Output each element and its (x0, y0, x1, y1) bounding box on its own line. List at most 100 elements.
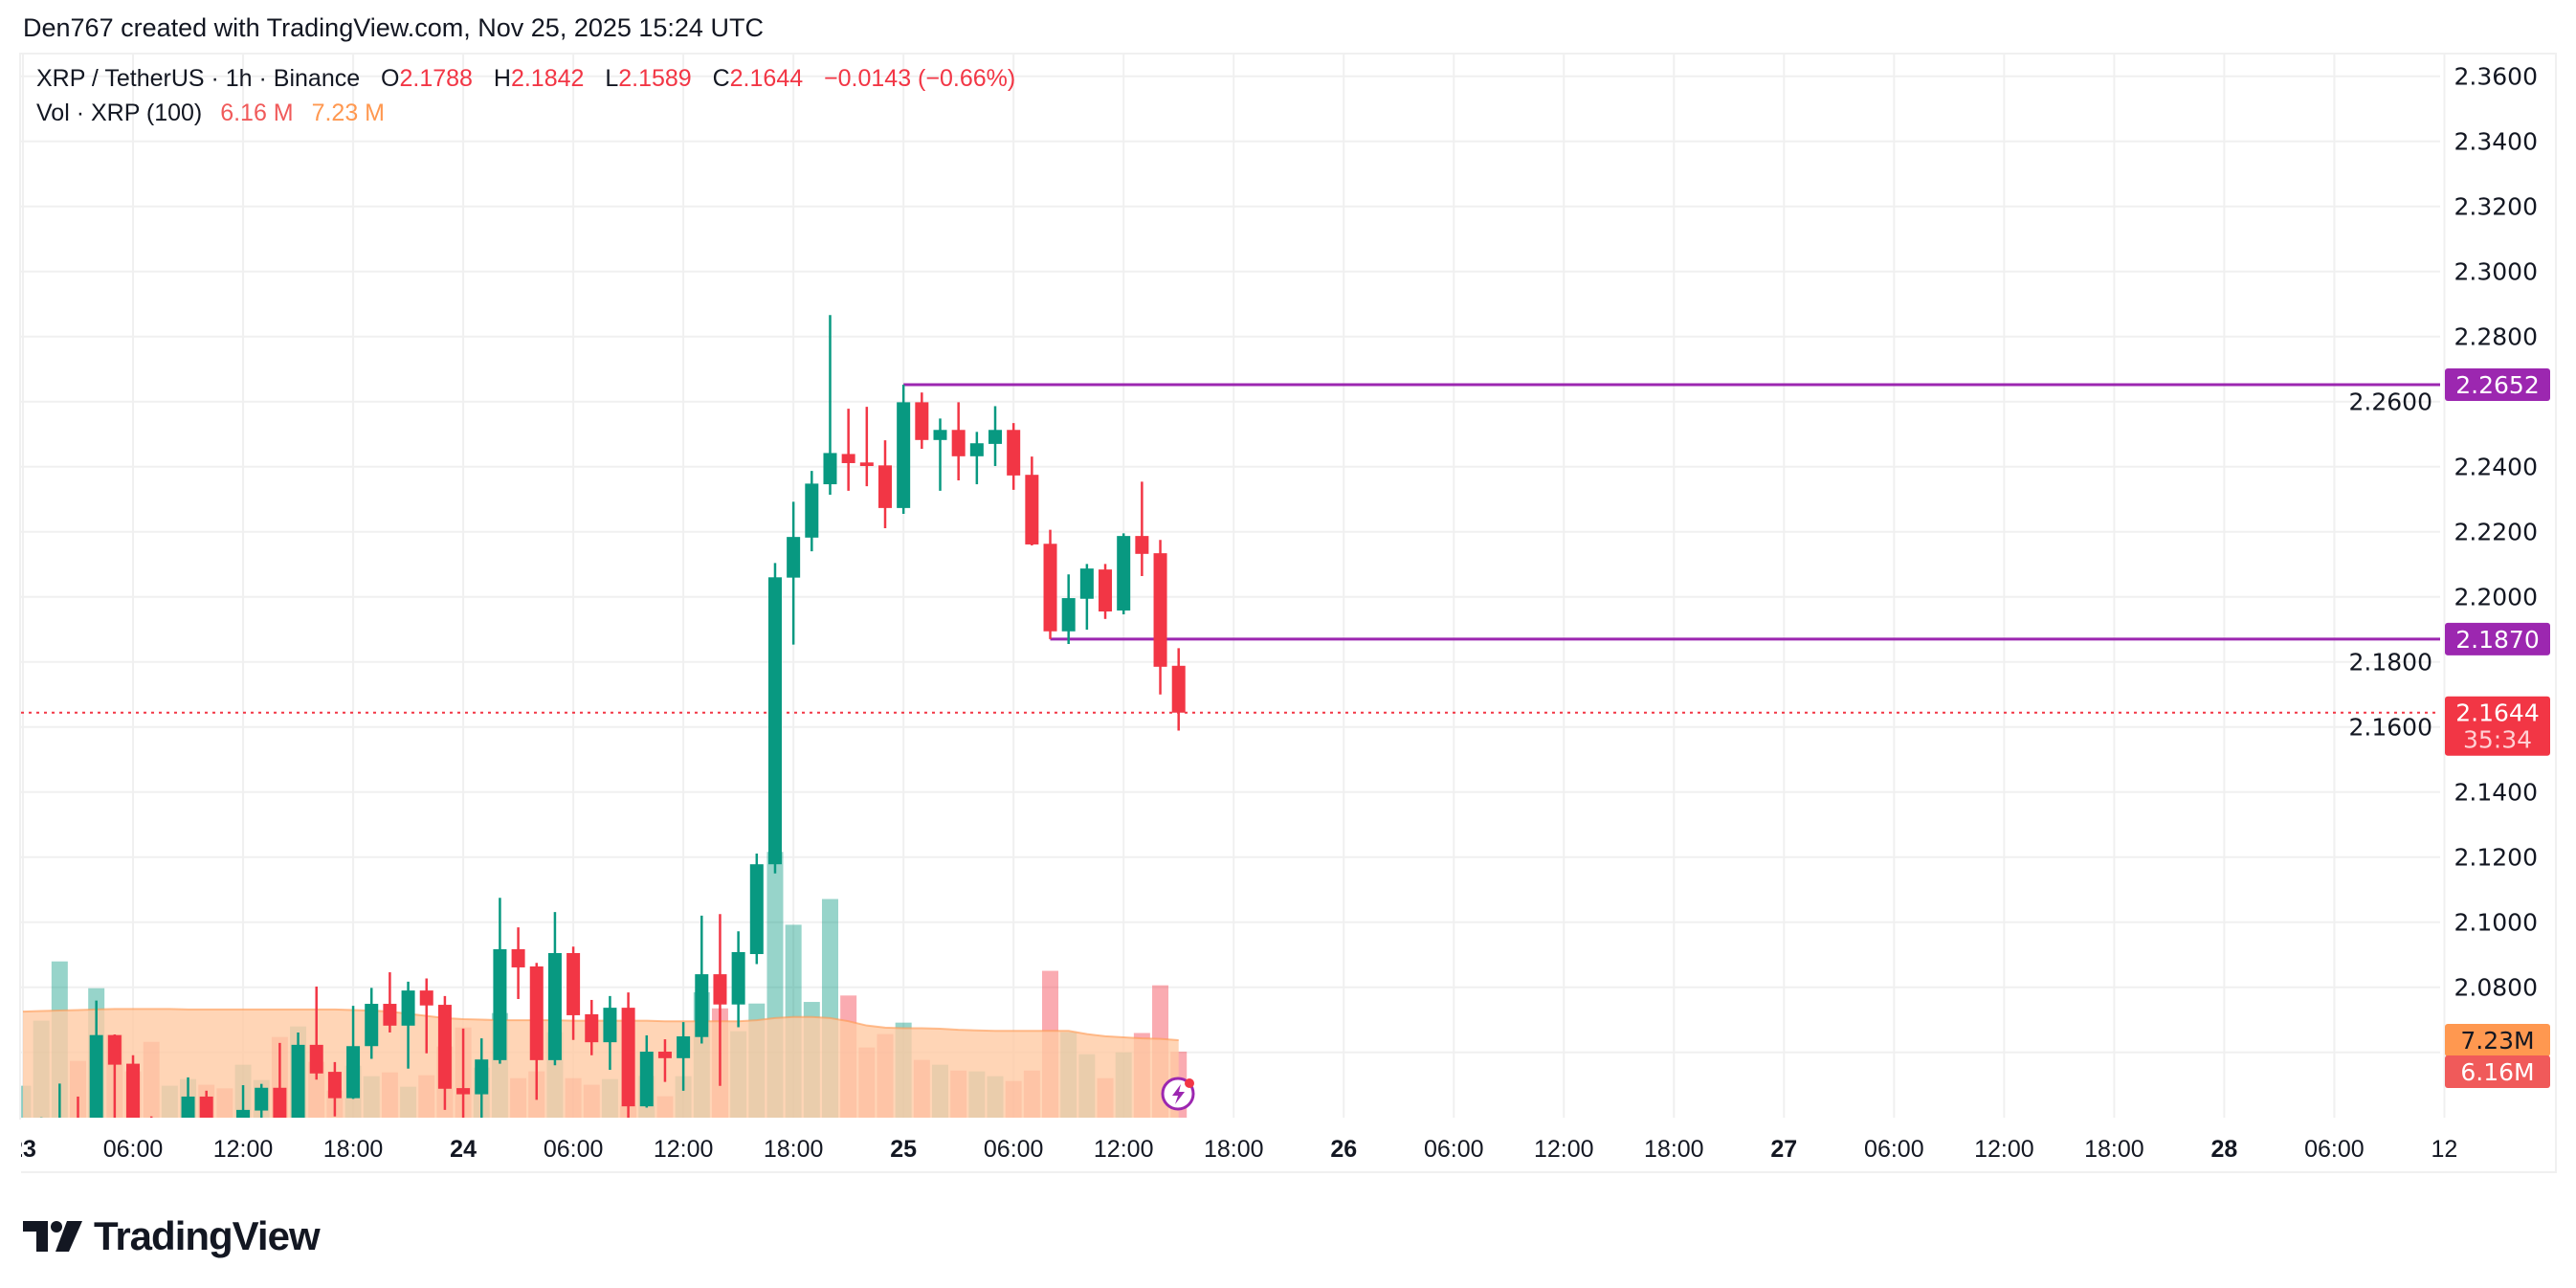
candle-body[interactable] (585, 1013, 599, 1043)
candle-body[interactable] (1079, 568, 1094, 599)
candle-body[interactable] (1043, 544, 1057, 632)
y-tick-label: 2.1200 (2454, 844, 2538, 872)
y-tick-label: 2.0800 (2454, 974, 2538, 1002)
candle-body[interactable] (327, 1072, 342, 1099)
candle-body[interactable] (621, 1008, 635, 1107)
candle-body[interactable] (695, 974, 709, 1037)
candle-body[interactable] (1171, 665, 1186, 713)
y-tick-label: 2.3000 (2454, 258, 2538, 286)
low-value: 2.1589 (618, 65, 692, 92)
grid (21, 55, 2446, 1118)
x-tick-label: 12:00 (1094, 1136, 1154, 1163)
volume-title[interactable]: Vol · XRP (100) (36, 100, 203, 126)
candle-body[interactable] (291, 1044, 305, 1119)
y-tick-label: 2.2800 (2454, 323, 2538, 351)
candle-body[interactable] (547, 953, 562, 1060)
candle-body[interactable] (309, 1044, 323, 1074)
candle-body[interactable] (163, 1130, 176, 1137)
last-price-tag-text: 35:34 (2463, 726, 2532, 754)
candle-body[interactable] (677, 1036, 691, 1058)
volume-ma-area (23, 1009, 1179, 1118)
low-label: L (605, 65, 619, 92)
candle-body[interactable] (365, 1004, 379, 1047)
y-tick-label: 2.2200 (2454, 519, 2538, 546)
candle-body[interactable] (346, 1046, 361, 1099)
candle-body[interactable] (529, 966, 544, 1060)
candle-body[interactable] (859, 462, 874, 467)
candle-body[interactable] (933, 430, 947, 440)
chart-pane[interactable] (19, 53, 2557, 1173)
candle-body[interactable] (1135, 536, 1149, 554)
volume-tag (2445, 1055, 2550, 1088)
x-tick-label: 26 (1330, 1136, 1357, 1163)
x-tick-label: 06:00 (1864, 1136, 1924, 1163)
candle-body[interactable] (107, 1034, 122, 1065)
candle-body[interactable] (951, 430, 966, 456)
y-tick-label: 2.3400 (2454, 128, 2538, 156)
candle-body[interactable] (401, 990, 415, 1026)
x-tick-label: 06:00 (1424, 1136, 1484, 1163)
candle-body[interactable] (236, 1109, 251, 1134)
candle-body[interactable] (383, 1004, 397, 1026)
y-tick-label: 2.2600 (2349, 389, 2432, 416)
candle-body[interactable] (1099, 569, 1113, 611)
change-value: −0.0143 (−0.66%) (824, 65, 1016, 92)
candle-body[interactable] (1153, 553, 1167, 667)
volume-value: 6.16 M (220, 100, 294, 126)
high-label: H (493, 65, 511, 92)
tradingview-logo[interactable]: TradingView (23, 1213, 321, 1259)
volume-ma (22, 1008, 1179, 1118)
candle-body[interactable] (1117, 536, 1131, 611)
high-value: 2.1842 (510, 65, 585, 92)
candle-body[interactable] (273, 1087, 287, 1119)
price-scale[interactable] (2440, 55, 2555, 1172)
close-value: 2.1644 (729, 65, 804, 92)
candle-body[interactable] (969, 443, 984, 456)
symbol-label[interactable]: XRP / TetherUS · 1h · Binance (36, 65, 361, 92)
candle-body[interactable] (713, 974, 727, 1005)
candle-body[interactable] (915, 402, 929, 440)
candle-body[interactable] (437, 1005, 452, 1089)
candle-body[interactable] (805, 483, 819, 538)
candle-body[interactable] (53, 1130, 66, 1149)
candle-body[interactable] (988, 430, 1003, 444)
candle-body[interactable] (475, 1059, 489, 1095)
x-tick-label: 18:00 (323, 1136, 384, 1163)
candle-body[interactable] (34, 1127, 48, 1137)
candle-body[interactable] (639, 1052, 654, 1107)
candle-body[interactable] (126, 1063, 141, 1124)
candle-body[interactable] (841, 454, 855, 463)
candle-body[interactable] (72, 1130, 85, 1137)
volume-ma-line (22, 1008, 1179, 1042)
candle-body[interactable] (767, 577, 782, 865)
candle-body[interactable] (89, 1034, 103, 1137)
candle-body[interactable] (218, 1124, 232, 1134)
candle-body[interactable] (511, 948, 525, 967)
candle-body[interactable] (1007, 430, 1021, 476)
candles (34, 315, 1186, 1149)
y-tick-label: 2.1800 (2349, 649, 2432, 677)
candle-body[interactable] (897, 402, 911, 508)
candle-body[interactable] (749, 864, 764, 955)
lightning-icon[interactable] (1161, 1077, 1195, 1111)
candle-body[interactable] (1061, 598, 1076, 632)
candle-body[interactable] (566, 953, 581, 1015)
candle-body[interactable] (823, 453, 837, 485)
candle-body[interactable] (419, 990, 433, 1006)
open-value: 2.1788 (399, 65, 473, 92)
price-axis: 2.3600 2.3400 2.3200 2.3000 2.2800 2.2600 2.24… (2349, 63, 2538, 1002)
candle-body[interactable] (731, 951, 745, 1005)
candle-body[interactable] (603, 1008, 617, 1043)
candle-body[interactable] (787, 537, 801, 578)
candle-body[interactable] (199, 1096, 213, 1124)
x-tick-label: 18:00 (1204, 1136, 1264, 1163)
volume-tag-text: 6.16M (2460, 1058, 2534, 1086)
candle-body[interactable] (877, 465, 892, 508)
candle-body[interactable] (657, 1052, 672, 1058)
candle-body[interactable] (493, 948, 507, 1060)
candle-body[interactable] (1025, 475, 1039, 544)
candle-body[interactable] (181, 1096, 195, 1130)
candle-body[interactable] (255, 1087, 269, 1111)
candle-body[interactable] (456, 1088, 471, 1095)
